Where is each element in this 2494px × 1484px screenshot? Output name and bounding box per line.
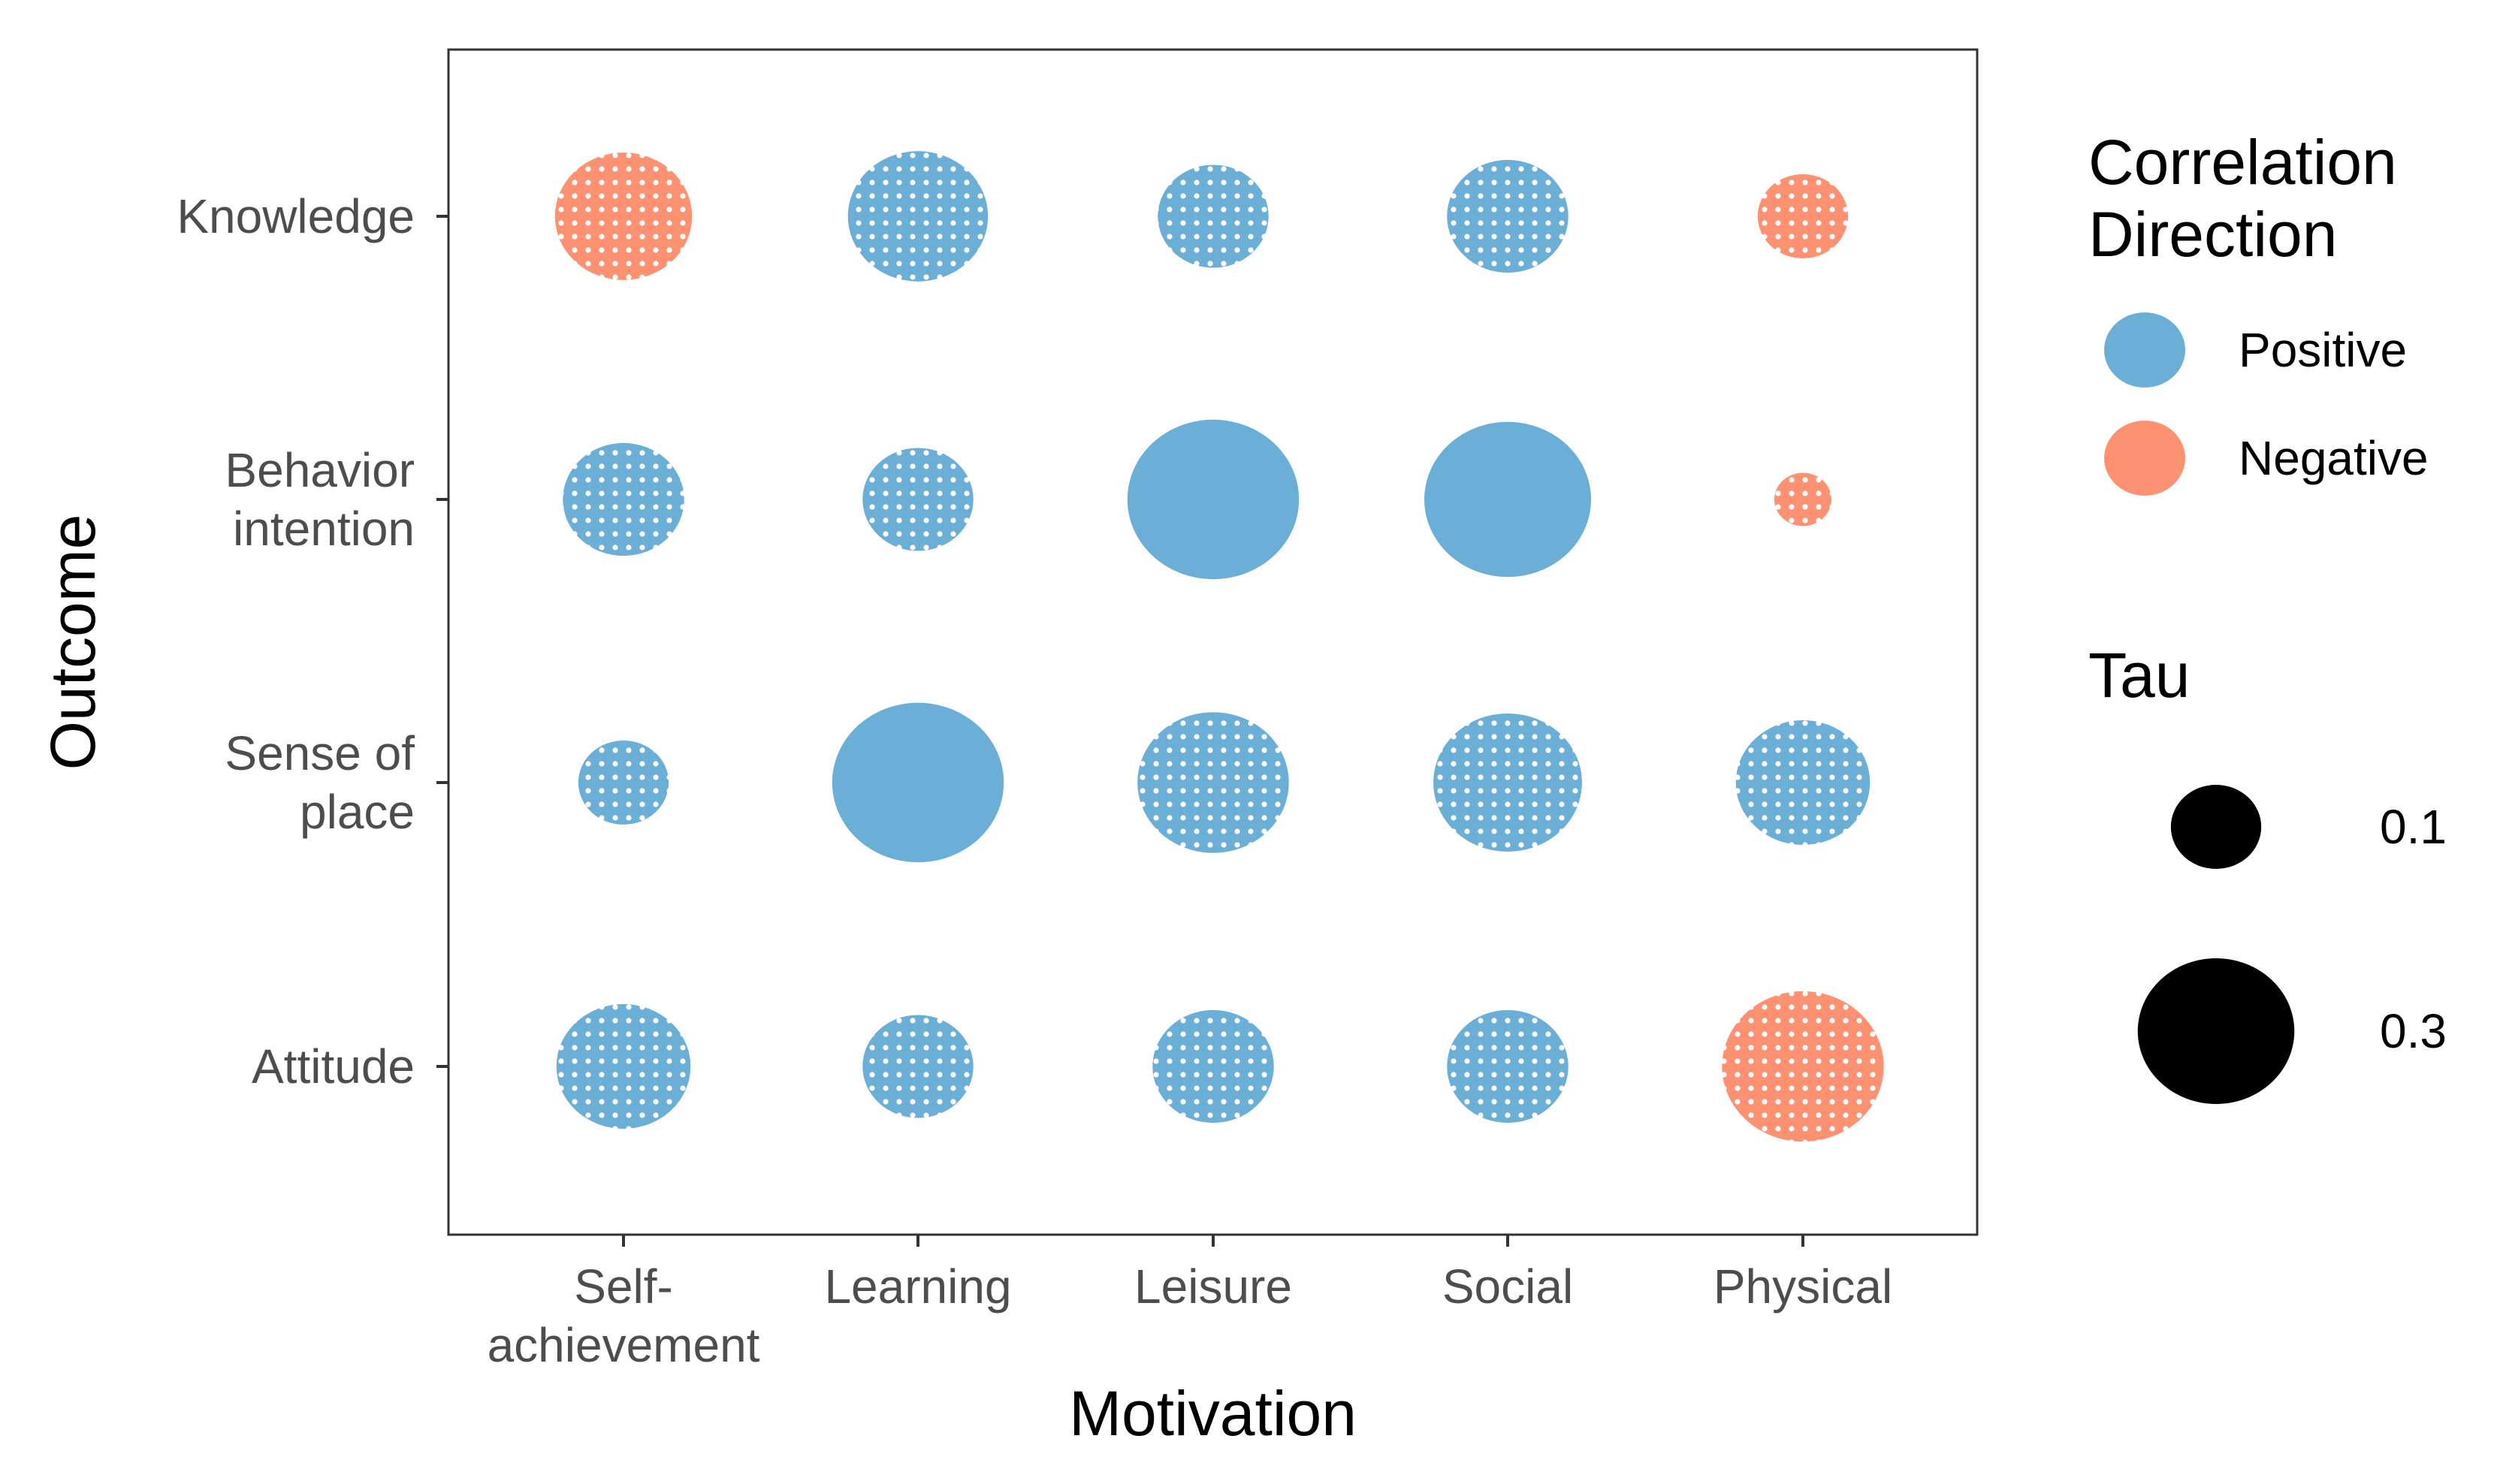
legend-key-positive [2104,312,2185,388]
legend-size-key-0-1 [2170,785,2262,869]
y-tick-label-knowledge: Knowledge [177,189,415,243]
legend-size-title: Tau [2088,640,2190,710]
bubble-learning-behavior-intention [862,448,974,551]
bubble-leisure-behavior-intention [1127,419,1300,580]
bubble-learning-knowledge [847,151,989,282]
legend-key-negative [2104,421,2185,496]
y-tick-label-behavior-intention: Behavior intention [225,443,415,556]
legend-size-key-0-3 [2137,958,2295,1104]
bubble-leisure-knowledge [1158,164,1269,268]
bubble-self-achievement-sense-of-place [578,740,669,825]
bubble-social-behavior-intention [1424,421,1591,578]
axes: Self-achievement Learning Leisure Social Phy… [38,189,1892,1449]
x-tick-label-social: Social [1442,1259,1573,1314]
x-tick-label-self-achievement: Self-achievement [488,1259,760,1372]
bubble-learning-sense-of-place [832,702,1004,863]
bubble-physical-attitude [1722,991,1884,1142]
bubble-self-achievement-knowledge [554,152,693,280]
bubble-social-attitude [1447,1009,1569,1124]
bubble-leisure-attitude [1152,1009,1274,1124]
y-axis-title: Outcome [38,514,108,771]
x-tick-label-leisure: Leisure [1134,1259,1292,1314]
x-tick-label-physical: Physical [1713,1259,1892,1314]
data-points [554,151,1884,1142]
legend-direction-title: Correlation Direction [2088,127,2397,270]
legend-label-positive: Positive [2239,323,2407,377]
bubble-social-knowledge [1447,159,1569,273]
bubble-physical-sense-of-place [1735,719,1870,846]
bubble-self-achievement-attitude [556,1003,691,1130]
legend: Correlation Direction Positive Negative Tau 0… [2088,127,2447,1104]
y-tick-label-attitude: Attitude [252,1039,415,1093]
bubble-physical-knowledge [1757,174,1849,258]
x-axis-title: Motivation [1069,1378,1357,1449]
bubble-learning-attitude [862,1015,974,1118]
legend-size-label-0-3: 0.3 [2380,1004,2447,1058]
x-tick-label-learning: Learning [824,1259,1011,1314]
bubble-physical-behavior-intention [1774,472,1832,526]
legend-label-negative: Negative [2239,431,2429,485]
legend-size-label-0-1: 0.1 [2380,800,2447,854]
bubble-self-achievement-behavior-intention [563,442,684,556]
y-tick-label-sense-of-place: Sense of place [225,726,415,839]
bubble-leisure-sense-of-place [1137,712,1289,853]
bubble-social-sense-of-place [1433,713,1582,852]
